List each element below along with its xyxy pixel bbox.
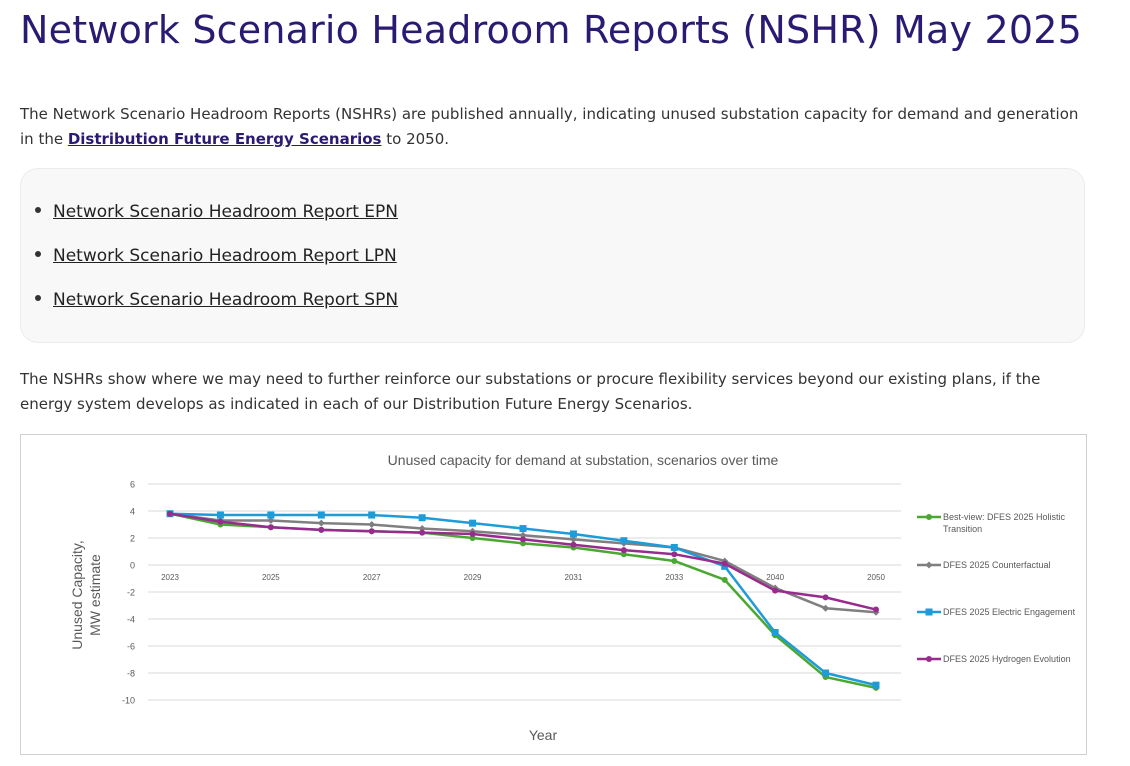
x-tick-label: 2025	[262, 573, 280, 582]
intro-text-end: to 2050.	[381, 130, 450, 148]
chart-title: Unused capacity for demand at substation…	[388, 452, 779, 468]
data-point	[217, 518, 224, 525]
chart-legend: Best-view: DFES 2025 Holistic Transition D…	[917, 512, 1076, 664]
data-point	[822, 604, 830, 612]
legend-label: DFES 2025 Hydrogen Evolution	[943, 654, 1071, 664]
data-point	[872, 681, 880, 689]
legend-marker	[926, 656, 932, 662]
data-point	[569, 535, 577, 543]
chart-series	[166, 510, 880, 691]
data-point	[620, 547, 627, 554]
data-point	[822, 669, 830, 677]
legend-marker	[925, 561, 933, 569]
legend-label: Best-view: DFES 2025 Holistic Transition	[943, 512, 1066, 534]
data-point	[569, 530, 577, 538]
report-link-lpn[interactable]: Network Scenario Headroom Report LPN	[53, 246, 397, 266]
report-list-item-lpn: Network Scenario Headroom Report LPN	[35, 243, 397, 269]
x-tick-label: 2040	[766, 573, 784, 582]
data-point	[167, 510, 173, 517]
data-point	[620, 537, 628, 545]
legend-marker	[926, 514, 932, 520]
bullet-icon	[35, 207, 41, 213]
y-tick-label: -4	[127, 615, 135, 625]
page-title: Network Scenario Headroom Reports (NSHR)…	[20, 8, 1082, 52]
data-point	[469, 519, 477, 527]
dfes-link[interactable]: Distribution Future Energy Scenarios	[67, 130, 382, 148]
data-point	[418, 514, 426, 522]
y-axis-label-line1: Unused Capacity,	[69, 540, 85, 649]
data-point	[520, 536, 526, 543]
report-link-spn[interactable]: Network Scenario Headroom Report SPN	[53, 290, 399, 310]
headroom-chart: Unused capacity for demand at substation…	[20, 434, 1087, 755]
data-point	[469, 530, 476, 537]
bullet-icon	[35, 295, 41, 301]
data-point	[317, 519, 325, 527]
x-tick-label: 2023	[161, 573, 179, 582]
data-point	[772, 587, 779, 594]
data-point	[368, 521, 376, 528]
x-tick-label: 2033	[665, 573, 683, 582]
x-tick-label: 2027	[363, 573, 381, 582]
data-point	[570, 541, 577, 548]
data-point	[822, 594, 829, 601]
y-tick-label: -6	[127, 642, 135, 652]
x-tick-label: 2031	[565, 573, 583, 582]
data-point	[873, 606, 879, 613]
report-link-epn[interactable]: Network Scenario Headroom Report EPN	[53, 202, 398, 222]
x-tick-label: 2050	[867, 573, 885, 582]
data-point	[318, 526, 325, 533]
legend-label: DFES 2025 Electric Engagement	[943, 607, 1076, 617]
report-list-item-spn: Network Scenario Headroom Report SPN	[35, 287, 398, 313]
data-point	[670, 543, 678, 551]
data-point	[771, 629, 779, 636]
intro-paragraph: The Network Scenario Headroom Reports (N…	[20, 102, 1090, 152]
data-point	[368, 511, 376, 519]
data-point	[317, 511, 325, 519]
legend-label: DFES 2025 Counterfactual	[943, 560, 1051, 570]
intro-text: The Network Scenario Headroom Reports (N…	[20, 105, 1079, 148]
legend-marker	[925, 608, 933, 616]
x-axis-ticks: 2023 2025 2027 2029 2031 2033 2040 2050	[161, 573, 885, 582]
y-tick-label: -10	[122, 696, 135, 706]
y-tick-label: 4	[130, 507, 135, 517]
y-tick-label: 6	[130, 480, 135, 490]
report-list-item-epn: Network Scenario Headroom Report EPN	[35, 199, 398, 225]
data-point	[267, 511, 275, 519]
data-point	[721, 576, 728, 583]
y-axis-label-line2: MW estimate	[87, 554, 103, 636]
chart-svg: Unused capacity for demand at substation…	[69, 452, 1076, 743]
y-tick-label: 2	[130, 534, 135, 544]
data-point	[721, 560, 728, 567]
data-point	[519, 525, 527, 533]
x-tick-label: 2029	[464, 573, 482, 582]
y-tick-label: -8	[127, 669, 135, 679]
y-axis-ticks: 6 4 2 0 -2 -4 -6 -8 -10	[122, 480, 135, 706]
data-point	[671, 557, 678, 564]
chart-gridlines	[148, 483, 901, 701]
data-point	[216, 511, 224, 519]
data-point	[671, 551, 678, 558]
y-tick-label: -2	[127, 588, 135, 598]
data-point	[419, 529, 426, 536]
nshr-description: The NSHRs show where we may need to furt…	[20, 370, 1041, 413]
data-point	[267, 524, 274, 531]
bullet-icon	[35, 251, 41, 257]
y-tick-label: 0	[130, 561, 135, 571]
reports-link-panel: Network Scenario Headroom Report EPN Net…	[20, 168, 1085, 343]
data-point	[368, 528, 375, 535]
data-point	[267, 516, 275, 524]
x-axis-label: Year	[529, 727, 558, 743]
